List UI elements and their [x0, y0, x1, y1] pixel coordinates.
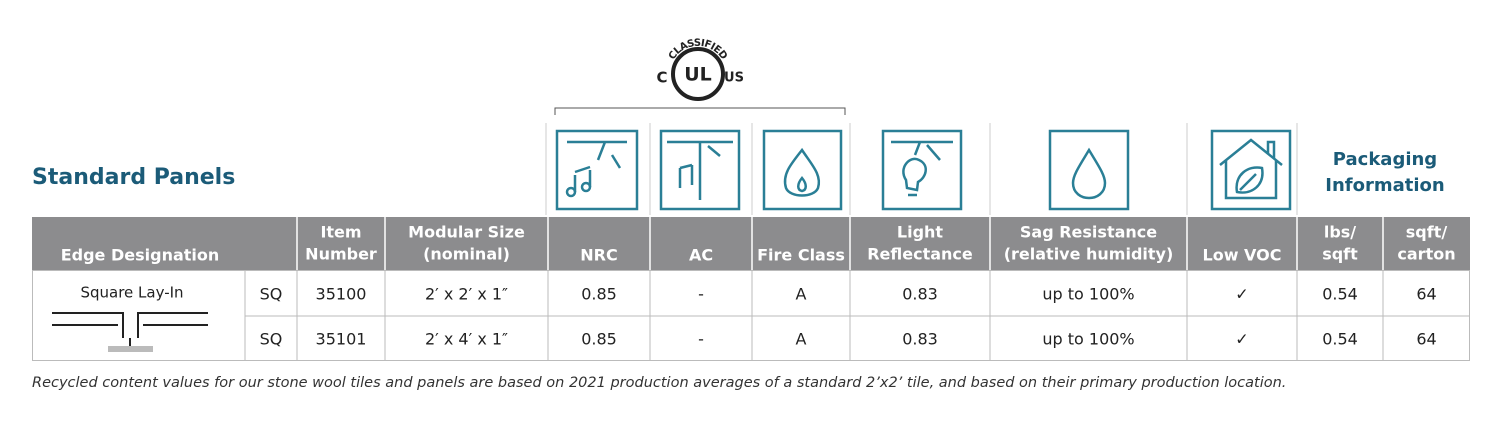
column-header: AC: [689, 246, 713, 265]
cell: 0.83: [902, 330, 938, 349]
note: [565, 186, 577, 198]
cell: A: [796, 330, 807, 349]
column-header: NRC: [580, 246, 617, 265]
cell: 35100: [316, 285, 367, 304]
ul-mark: UL: [684, 64, 712, 86]
nrc-icon: [555, 129, 639, 211]
column-header: carton: [1397, 245, 1455, 264]
ul-right: US: [724, 71, 744, 86]
cell: SQ: [260, 330, 283, 349]
column-header: Edge Designation: [61, 246, 220, 265]
cell: SQ: [260, 285, 283, 304]
edge-diagram: [52, 312, 208, 351]
column-header: sqft/: [1406, 223, 1448, 242]
footnote: Recycled content values for our stone wo…: [32, 375, 1286, 391]
cell: 2′ x 4′ x 1″: [425, 330, 508, 349]
sag-icon: [1048, 129, 1130, 211]
cell: 2′ x 2′ x 1″: [425, 285, 508, 304]
column-header: Item: [320, 223, 361, 242]
packaging-label: Information: [1325, 175, 1444, 196]
voc-icon: [1210, 129, 1292, 211]
bulb: [891, 140, 953, 197]
column-header: (relative humidity): [1004, 245, 1174, 264]
column-header: sqft: [1322, 245, 1358, 264]
column-header: Sag Resistance: [1020, 223, 1157, 242]
column-header: lbs/: [1324, 223, 1356, 242]
cell: 0.54: [1322, 330, 1358, 349]
edge-grid: [108, 346, 153, 352]
cell: 0.85: [581, 285, 617, 304]
packaging-label: Packaging: [1333, 149, 1437, 170]
column-header: (nominal): [423, 245, 510, 264]
cell: 35101: [316, 330, 367, 349]
cell: -: [698, 330, 704, 349]
column-header: Reflectance: [867, 245, 973, 264]
cell: 0.83: [902, 285, 938, 304]
drop: [1071, 147, 1107, 200]
column-header: Fire Class: [757, 246, 845, 265]
bracket: [554, 107, 846, 115]
column-header: Modular Size: [408, 223, 525, 242]
cell: 64: [1416, 285, 1436, 304]
header-row: [32, 217, 1470, 270]
ul-left: C: [656, 69, 667, 87]
ul-ring: [671, 47, 725, 101]
title: Standard Panels: [32, 165, 235, 190]
column-header: Number: [305, 245, 377, 264]
light-icon: [881, 129, 963, 211]
edge-name: Square Lay-In: [80, 284, 183, 302]
cell: up to 100%: [1042, 285, 1134, 304]
column-header: Low VOC: [1203, 246, 1282, 265]
house: [1219, 138, 1283, 200]
column-header: Light: [897, 223, 944, 242]
cell: ✓: [1235, 330, 1248, 349]
nrc-icon-lines: [567, 140, 627, 192]
fire-icon: [762, 129, 843, 211]
ac-icon-lines: [667, 140, 733, 200]
cell: 64: [1416, 330, 1436, 349]
cell: 0.85: [581, 330, 617, 349]
ac-icon: [659, 129, 741, 211]
cell: -: [698, 285, 704, 304]
cell: A: [796, 285, 807, 304]
cell: ✓: [1235, 285, 1248, 304]
cell: 0.54: [1322, 285, 1358, 304]
icons: [555, 129, 1292, 211]
flame: [783, 147, 821, 197]
note: [580, 181, 592, 193]
ul-logo: UL C US CLASSIFIED: [656, 38, 744, 101]
cell: up to 100%: [1042, 330, 1134, 349]
